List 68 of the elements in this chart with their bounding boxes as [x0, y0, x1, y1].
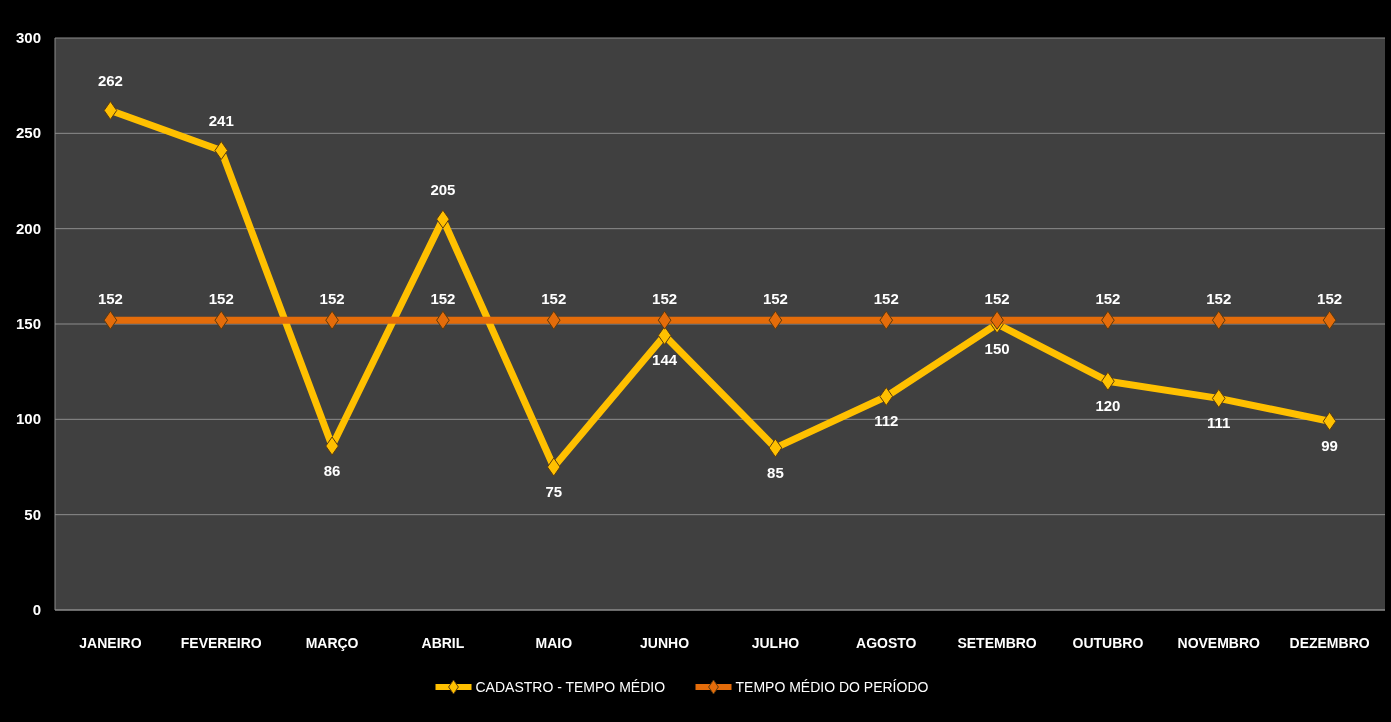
data-label: 99: [1321, 437, 1338, 455]
data-label: 152: [541, 290, 567, 308]
data-label: 262: [97, 72, 123, 90]
data-label: 152: [873, 290, 899, 308]
data-label: 205: [430, 181, 456, 199]
y-tick-label: 300: [15, 29, 41, 46]
x-tick-label: JANEIRO: [79, 635, 142, 651]
x-tick-label: SETEMBRO: [957, 635, 1037, 651]
data-label: 112: [874, 412, 899, 430]
data-label: 152: [319, 290, 345, 308]
legend-label: CADASTRO - TEMPO MÉDIO: [475, 679, 666, 695]
y-tick-label: 200: [15, 219, 41, 237]
data-label: 152: [97, 290, 123, 308]
data-label: 152: [652, 290, 678, 308]
data-label: 75: [545, 483, 563, 500]
x-tick-label: JUNHO: [640, 635, 690, 651]
point: [1101, 371, 1115, 391]
point: [214, 140, 229, 160]
data-label: 152: [1206, 290, 1232, 308]
point: [879, 310, 894, 330]
point: [436, 310, 450, 330]
data-label: 86: [323, 462, 341, 480]
point: [1322, 411, 1337, 431]
y-tick-label: 150: [15, 315, 41, 332]
point: [990, 310, 1004, 330]
point: [657, 325, 672, 345]
point: [103, 310, 118, 330]
data-label: 152: [1317, 290, 1343, 308]
data-label: 152: [430, 290, 456, 308]
point: [546, 310, 561, 330]
point: [546, 457, 561, 477]
point: [657, 310, 672, 330]
y-tick-label: 50: [24, 505, 41, 523]
point: [1211, 310, 1226, 330]
point: [436, 209, 450, 229]
data-label: 152: [762, 290, 788, 308]
data-label: 111: [1207, 414, 1231, 432]
x-tick-label: ABRIL: [421, 635, 465, 651]
point: [768, 438, 783, 458]
y-tick-label: 250: [15, 124, 41, 142]
x-tick-label: OUTUBRO: [1072, 635, 1144, 651]
point: [325, 436, 339, 456]
point: [1322, 310, 1337, 330]
data-label: 85: [767, 463, 784, 481]
x-tick-label: MAIO: [535, 635, 573, 651]
x-tick-label: FEVEREIRO: [180, 635, 262, 651]
point: [325, 310, 339, 330]
x-tick-label: NOVEMBRO: [1177, 635, 1261, 651]
point: [1211, 388, 1226, 408]
point: [879, 386, 894, 406]
point: [768, 310, 783, 330]
data-label: 152: [1095, 290, 1121, 308]
data-label: 144: [652, 351, 678, 369]
x-tick-label: MARÇO: [305, 635, 359, 651]
x-tick-label: DEZEMBRO: [1289, 635, 1370, 651]
data-label: 152: [984, 290, 1010, 308]
x-tick-label: AGOSTO: [856, 635, 917, 651]
point: [1101, 310, 1115, 330]
point: [103, 100, 118, 120]
data-label: 150: [984, 340, 1010, 357]
data-label: 152: [208, 290, 234, 308]
y-tick-label: 100: [15, 410, 41, 428]
data-label: 241: [208, 112, 234, 130]
point: [214, 310, 229, 330]
x-tick-label: JULHO: [751, 635, 800, 651]
data-label: 120: [1095, 397, 1121, 415]
y-tick-label: 0: [32, 601, 41, 618]
legend-label: TEMPO MÉDIO DO PERÍODO: [735, 679, 929, 695]
